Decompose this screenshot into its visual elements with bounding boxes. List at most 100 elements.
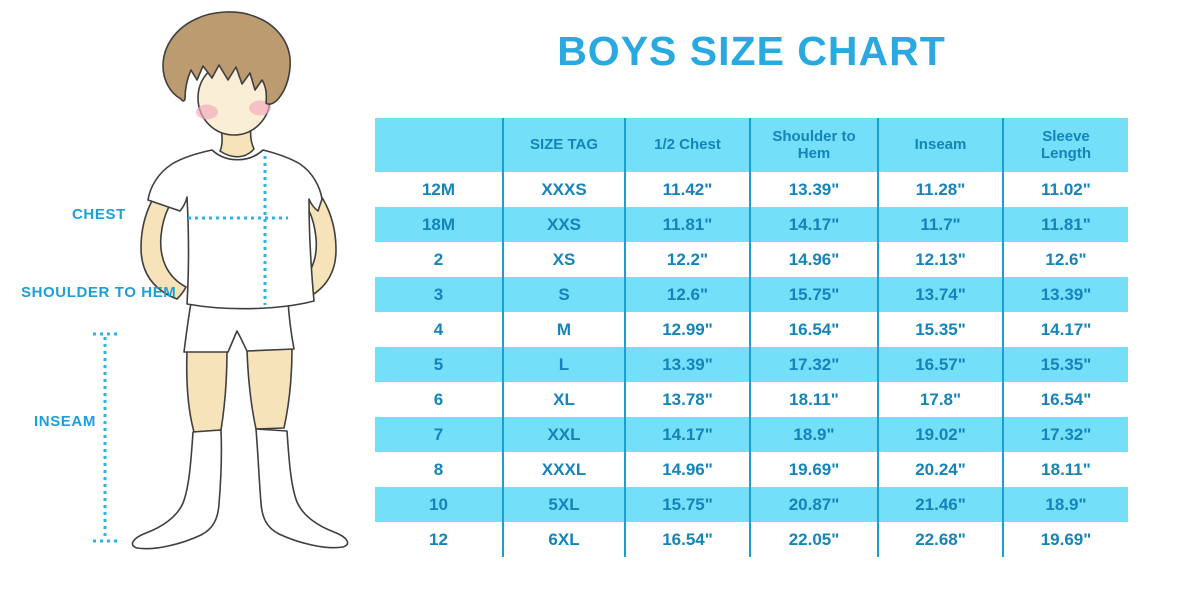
measurement-cell: L — [502, 347, 625, 382]
measurement-cell: 12.99" — [624, 312, 750, 347]
tshirt — [147, 149, 323, 310]
measurement-cell: 22.68" — [877, 522, 1003, 557]
measurement-cell: M — [502, 312, 625, 347]
measurement-cell: 16.54" — [1002, 382, 1128, 417]
hair — [162, 11, 291, 105]
measurement-cell: XXXL — [502, 452, 625, 487]
measurement-cell: 12.6" — [1002, 242, 1128, 277]
measurement-cell: 19.02" — [877, 417, 1003, 452]
boy-figure-illustration — [93, 11, 349, 550]
measurement-cell: 14.96" — [749, 242, 878, 277]
measurement-cell: 14.17" — [1002, 312, 1128, 347]
measurement-cell: 22.05" — [749, 522, 878, 557]
measurement-cell: 11.81" — [624, 207, 750, 242]
table-row: 3 S 12.6" 15.75" 13.74" 13.39" — [375, 277, 1128, 312]
size-cell: 18M — [375, 207, 503, 242]
boy-measurement-diagram: CHEST SHOULDER TO HEM INSEAM — [0, 0, 375, 600]
measurement-cell: 16.57" — [877, 347, 1003, 382]
measurement-cell: XL — [502, 382, 625, 417]
page-title: BOYS SIZE CHART — [557, 28, 946, 74]
measurement-cell: XXS — [502, 207, 625, 242]
measurement-cell: 16.54" — [624, 522, 750, 557]
measurement-cell: 14.17" — [624, 417, 750, 452]
header-row: SIZE TAG 1/2 Chest Shoulder to Hem Insea… — [375, 118, 1128, 172]
measurement-cell: 12.13" — [877, 242, 1003, 277]
measurement-cell: 11.28" — [877, 172, 1003, 207]
shorts — [183, 300, 295, 353]
measurement-cell: 18.11" — [1002, 452, 1128, 487]
measurement-cell: 13.39" — [1002, 277, 1128, 312]
measurement-cell: 14.17" — [749, 207, 878, 242]
cheeks — [196, 100, 271, 120]
column-header-sleeve-length: Sleeve Length — [1002, 118, 1128, 172]
measurement-cell: 11.02" — [1002, 172, 1128, 207]
measurement-cell: 11.42" — [624, 172, 750, 207]
measurement-cell: XXXS — [502, 172, 625, 207]
column-header-inseam: Inseam — [877, 118, 1003, 172]
measurement-cell: 20.87" — [749, 487, 878, 522]
table-row: 8 XXXL 14.96" 19.69" 20.24" 18.11" — [375, 452, 1128, 487]
measurement-cell: 17.32" — [749, 347, 878, 382]
measurement-cell: 18.11" — [749, 382, 878, 417]
measurement-cell: 13.39" — [624, 347, 750, 382]
measurement-cell: 13.39" — [749, 172, 878, 207]
measurement-cell: 11.81" — [1002, 207, 1128, 242]
size-cell: 5 — [375, 347, 503, 382]
table-row: 12M XXXS 11.42" 13.39" 11.28" 11.02" — [375, 172, 1128, 207]
measurement-cell: 6XL — [502, 522, 625, 557]
measurement-cell: 15.35" — [1002, 347, 1128, 382]
table-row: 5 L 13.39" 17.32" 16.57" 15.35" — [375, 347, 1128, 382]
legs — [185, 348, 293, 433]
measurement-cell: 19.69" — [1002, 522, 1128, 557]
measurement-cell: S — [502, 277, 625, 312]
measurement-cell: 15.35" — [877, 312, 1003, 347]
size-cell: 4 — [375, 312, 503, 347]
measurement-cell: 15.75" — [749, 277, 878, 312]
size-cell: 6 — [375, 382, 503, 417]
measurement-cell: 12.2" — [624, 242, 750, 277]
measurement-cell: 13.78" — [624, 382, 750, 417]
table-row: 4 M 12.99" 16.54" 15.35" 14.17" — [375, 312, 1128, 347]
size-cell: 7 — [375, 417, 503, 452]
size-cell: 2 — [375, 242, 503, 277]
table-row: 18M XXS 11.81" 14.17" 11.7" 11.81" — [375, 207, 1128, 242]
table-body: 12M XXXS 11.42" 13.39" 11.28" 11.02" 18M XXS 11.… — [375, 172, 1128, 557]
chest-label: CHEST — [72, 206, 126, 223]
measurement-cell: 11.7" — [877, 207, 1003, 242]
shoulder-to-hem-label: SHOULDER TO HEM — [21, 284, 177, 301]
measurement-cell: 17.8" — [877, 382, 1003, 417]
column-header-half-chest: 1/2 Chest — [624, 118, 750, 172]
measurement-cell: 18.9" — [1002, 487, 1128, 522]
inseam-dotted-line — [93, 332, 120, 543]
column-header-size — [375, 118, 503, 172]
size-cell: 3 — [375, 277, 503, 312]
column-header-shoulder-to-hem: Shoulder to Hem — [749, 118, 878, 172]
measurement-cell: 15.75" — [624, 487, 750, 522]
size-cell: 10 — [375, 487, 503, 522]
size-cell: 8 — [375, 452, 503, 487]
measurement-cell: 18.9" — [749, 417, 878, 452]
table-row: 7 XXL 14.17" 18.9" 19.02" 17.32" — [375, 417, 1128, 452]
size-cell: 12M — [375, 172, 503, 207]
measurement-cell: 13.74" — [877, 277, 1003, 312]
socks — [131, 428, 349, 550]
size-cell: 12 — [375, 522, 503, 557]
measurement-cell: 12.6" — [624, 277, 750, 312]
measurement-cell: 5XL — [502, 487, 625, 522]
measurement-cell: 19.69" — [749, 452, 878, 487]
table-row: 10 5XL 15.75" 20.87" 21.46" 18.9" — [375, 487, 1128, 522]
table-row: 2 XS 12.2" 14.96" 12.13" 12.6" — [375, 242, 1128, 277]
measurement-cell: 14.96" — [624, 452, 750, 487]
measurement-cell: 21.46" — [877, 487, 1003, 522]
table-row: 6 XL 13.78" 18.11" 17.8" 16.54" — [375, 382, 1128, 417]
measurement-cell: XXL — [502, 417, 625, 452]
size-chart-table: SIZE TAG 1/2 Chest Shoulder to Hem Insea… — [375, 118, 1128, 557]
table-header: SIZE TAG 1/2 Chest Shoulder to Hem Insea… — [375, 118, 1128, 172]
measurement-cell: 17.32" — [1002, 417, 1128, 452]
inseam-label: INSEAM — [34, 413, 96, 430]
column-header-size-tag: SIZE TAG — [502, 118, 625, 172]
table-row: 12 6XL 16.54" 22.05" 22.68" 19.69" — [375, 522, 1128, 557]
measurement-cell: 20.24" — [877, 452, 1003, 487]
measurement-cell: 16.54" — [749, 312, 878, 347]
